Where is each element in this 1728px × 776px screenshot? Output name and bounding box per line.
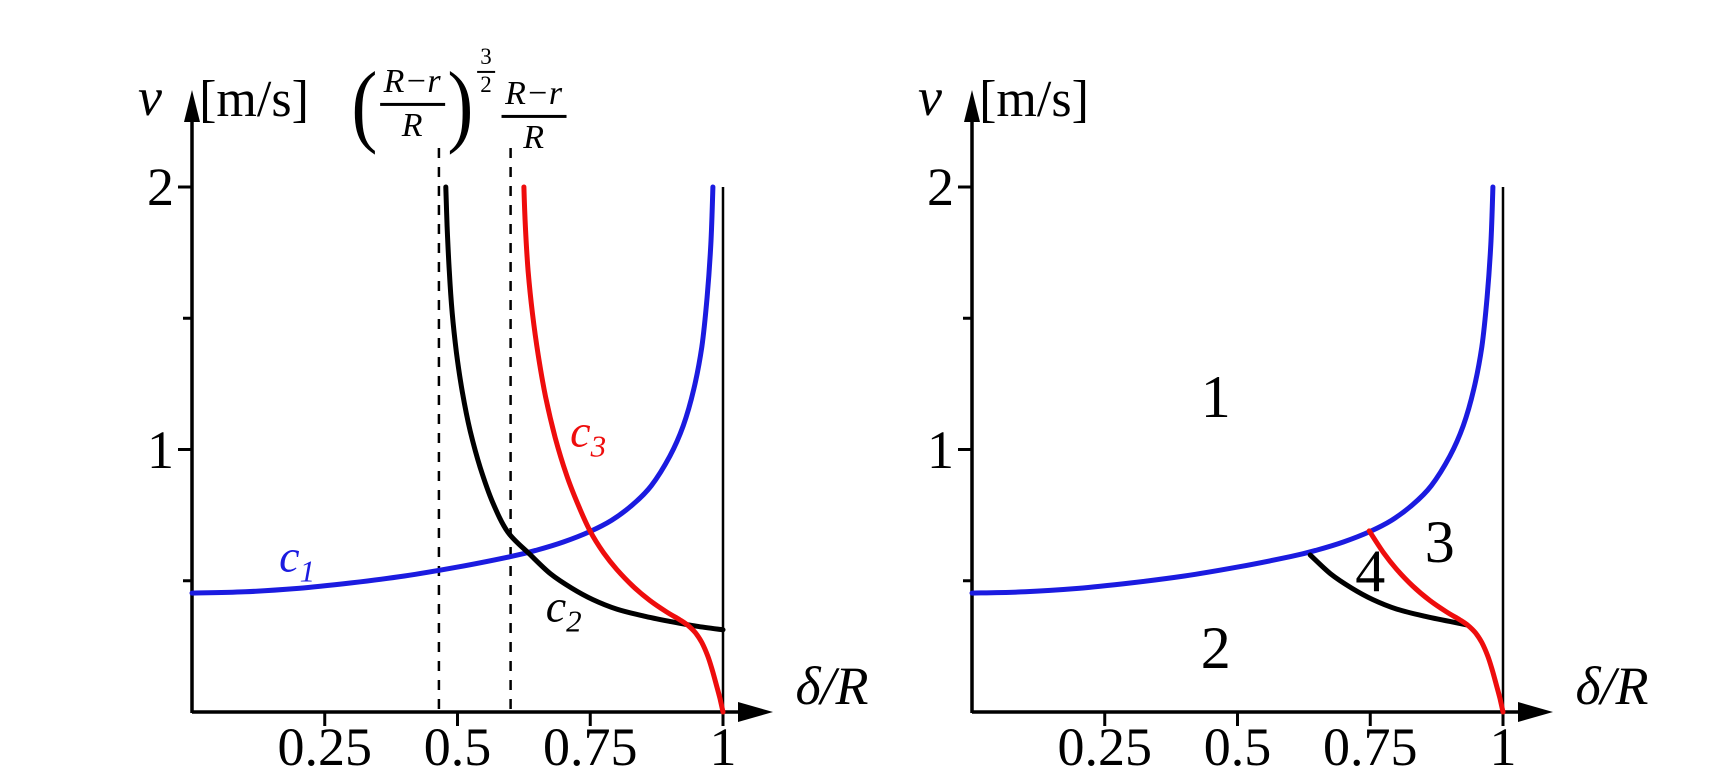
c3-curve-left	[521, 184, 726, 715]
c1-curve-left	[189, 184, 716, 596]
x-axis-arrow-icon-left	[738, 702, 773, 722]
blue-boundary-curve-right	[969, 184, 1496, 596]
y-axis-arrow-icon-right	[964, 90, 980, 122]
y-axis-arrow-icon-left	[184, 90, 200, 122]
red-boundary-curve-right	[1366, 528, 1506, 715]
black-boundary-curve-right	[1307, 552, 1470, 628]
x-axis-arrow-icon-right	[1518, 702, 1553, 722]
c2-curve-left	[443, 184, 726, 633]
